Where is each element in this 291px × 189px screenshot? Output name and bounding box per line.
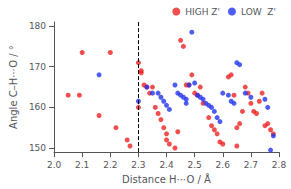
svg-text:150: 150 (29, 143, 46, 153)
svg-text:2.6: 2.6 (216, 160, 231, 170)
svg-text:2.7: 2.7 (244, 160, 258, 170)
svg-text:2.2: 2.2 (103, 160, 117, 170)
svg-text:LOW Z': LOW Z' (241, 7, 276, 17)
svg-text:2.3: 2.3 (131, 160, 145, 170)
svg-text:Distance H⋯O / Å: Distance H⋯O / Å (122, 173, 211, 185)
svg-text:Angle C–H⋯O / °: Angle C–H⋯O / ° (8, 45, 19, 129)
svg-text:170: 170 (29, 62, 46, 72)
svg-text:180: 180 (29, 21, 46, 31)
svg-text:2.1: 2.1 (75, 160, 89, 170)
svg-text:160: 160 (29, 102, 46, 112)
svg-text:HIGH Z': HIGH Z' (185, 7, 220, 17)
svg-text:2.8: 2.8 (272, 160, 287, 170)
svg-text:2.0: 2.0 (47, 160, 62, 170)
svg-text:2.5: 2.5 (187, 160, 201, 170)
svg-text:2.4: 2.4 (159, 160, 174, 170)
